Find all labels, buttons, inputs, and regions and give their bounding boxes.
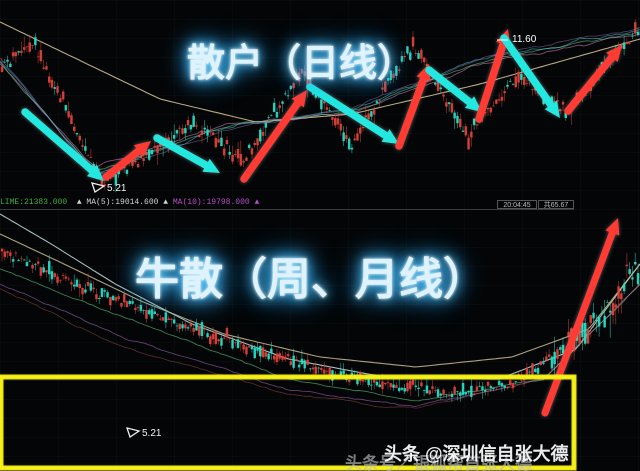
svg-text:11.60: 11.60 [512, 34, 537, 45]
svg-text:5.21: 5.21 [142, 428, 162, 439]
svg-text:5.21: 5.21 [107, 183, 127, 194]
